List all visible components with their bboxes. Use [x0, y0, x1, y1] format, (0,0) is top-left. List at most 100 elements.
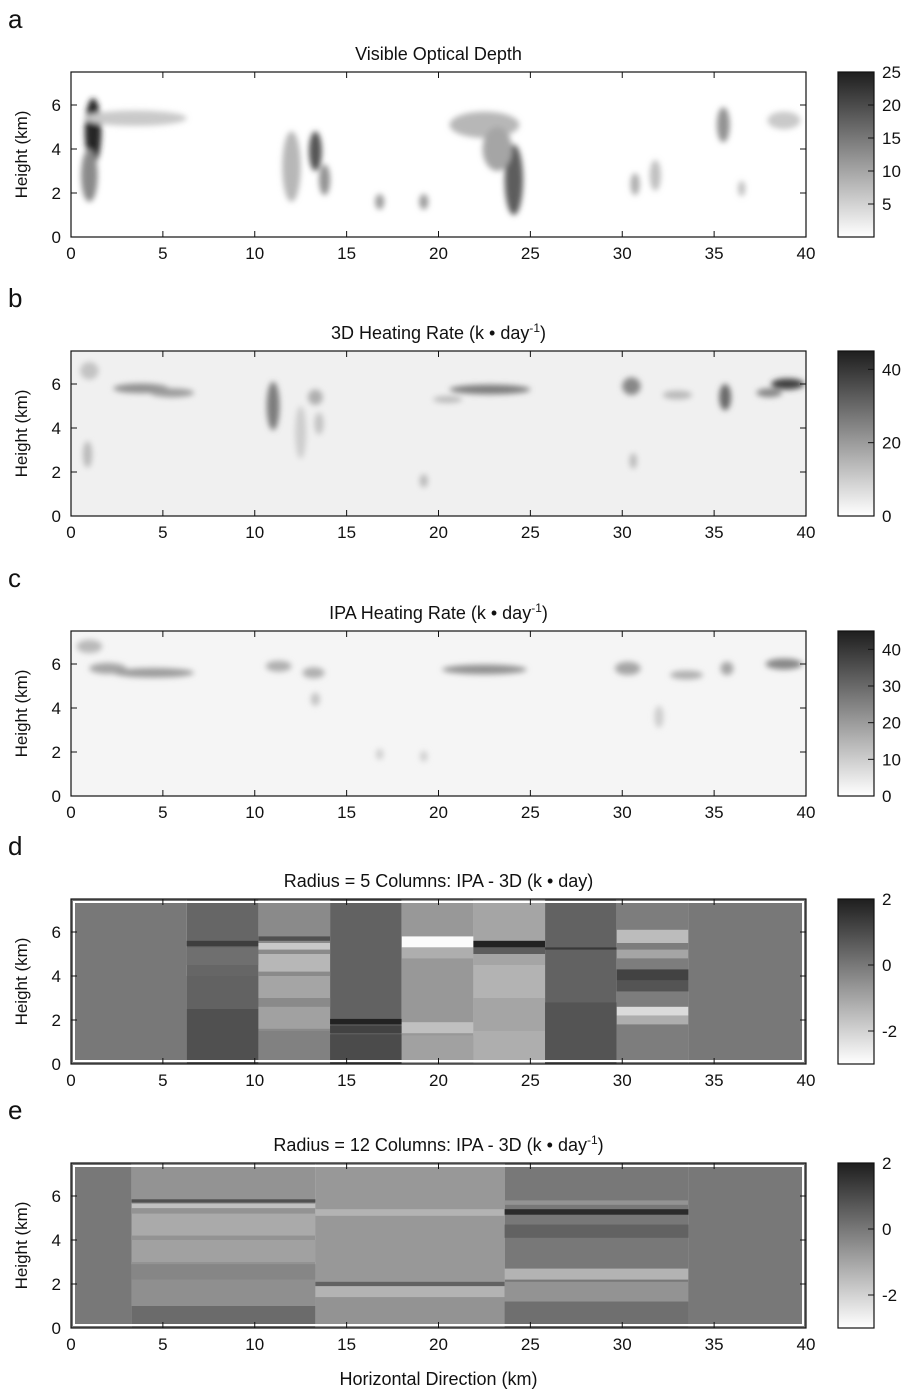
y-axis-label: Height (km) [12, 670, 31, 758]
x-tick-label: 5 [158, 1071, 167, 1090]
heatmap-cell-0 [131, 1199, 316, 1203]
plot-area [71, 1163, 806, 1328]
heatmap-cell-0 [401, 936, 474, 948]
heatmap-cell-0 [616, 929, 689, 943]
heatmap-cell-4 [131, 1264, 316, 1280]
heatmap-cell [71, 1163, 132, 1328]
colorbar [837, 71, 875, 238]
heatmap-cell-1 [131, 1203, 316, 1209]
y-tick-label: 6 [52, 1187, 61, 1206]
heatmap-cell-4 [266, 381, 280, 431]
y-tick-label: 0 [52, 1055, 61, 1074]
heatmap-cell-11 [630, 173, 640, 196]
x-tick-label: 15 [337, 523, 356, 542]
heatmap-column-3 [504, 1163, 689, 1328]
x-tick-label: 10 [245, 244, 264, 263]
heatmap-cell-1 [330, 1025, 402, 1034]
heatmap-cell-4 [302, 667, 325, 679]
heatmap-cell-8 [442, 664, 527, 675]
cloud-field [81, 98, 801, 215]
heatmap-cell-6 [308, 389, 323, 405]
plot-area [71, 899, 806, 1064]
y-tick-label: 4 [52, 1231, 61, 1250]
heatmap-cell-1 [616, 949, 689, 959]
x-axis-label: Horizontal Direction (km) [339, 1369, 537, 1389]
y-axis-label: Height (km) [12, 111, 31, 199]
panel-title: IPA Heating Rate (k • day-1) [329, 601, 548, 623]
heatmap-cell-3 [258, 976, 331, 998]
x-tick-label: 15 [337, 244, 356, 263]
heatmap-cell-15 [738, 180, 746, 197]
heatmap-cell-0 [186, 940, 259, 947]
heatmap-cell-1 [82, 441, 93, 468]
y-tick-label: 6 [52, 375, 61, 394]
heatmap-cell-2 [131, 1213, 316, 1236]
heatmap-cell [688, 1163, 806, 1328]
x-tick-label: 25 [521, 244, 540, 263]
heatmap-cell-14 [719, 384, 732, 411]
heatmap-column-0 [71, 1163, 132, 1328]
heatmap-cell-4 [504, 1281, 689, 1302]
heatmap-cell-12 [720, 661, 734, 676]
x-tick-label: 35 [705, 523, 724, 542]
heatmap-cell-13 [716, 107, 730, 143]
heatmap-column-1 [186, 899, 259, 1064]
heatmap-cell-7 [314, 412, 324, 435]
x-tick-label: 40 [797, 523, 816, 542]
heatmap-cell-7 [420, 750, 428, 762]
x-tick-label: 15 [337, 803, 356, 822]
heatmap-cell-3 [131, 1240, 316, 1262]
x-tick-label: 5 [158, 803, 167, 822]
x-tick-label: 10 [245, 1335, 264, 1354]
heatmap-cell [71, 899, 187, 1064]
x-tick-label: 25 [521, 1335, 540, 1354]
heatmap-cell [688, 899, 806, 1064]
heatmap-cell-1 [401, 947, 474, 959]
panel-title-main: Visible Optical Depth [355, 44, 522, 64]
colorbar-tick-label: 10 [882, 162, 901, 181]
colorbar-tick-label: 5 [882, 195, 891, 214]
y-tick-label: 4 [52, 699, 61, 718]
colorbar-tick-label: 15 [882, 129, 901, 148]
x-tick-label: 5 [158, 244, 167, 263]
y-tick-label: 6 [52, 923, 61, 942]
y-tick-label: 2 [52, 1275, 61, 1294]
panel-letter: a [8, 4, 23, 34]
plot-area [71, 351, 806, 516]
plot-area [71, 72, 806, 237]
heatmap-cell-0 [330, 1018, 402, 1025]
heatmap-cell-10 [432, 396, 463, 403]
background-cell [71, 351, 806, 516]
heatmap-column-8 [688, 899, 806, 1064]
x-tick-label: 30 [613, 523, 632, 542]
heatmap-cell-3 [504, 1268, 689, 1280]
heatmap-cell-8 [419, 474, 428, 488]
background-cell [71, 72, 806, 237]
heatmap-cell-5 [310, 692, 320, 706]
x-tick-label: 40 [797, 803, 816, 822]
heatmap-cell-12 [649, 160, 661, 191]
colorbar-tick-label: 0 [882, 787, 891, 806]
panel-letter: b [8, 283, 22, 313]
heatmap-cell-1 [504, 1209, 689, 1215]
heatmap-cell-5 [504, 1301, 689, 1328]
y-axis-label: Height (km) [12, 1202, 31, 1290]
panel-title-main: Radius = 12 Columns: IPA - 3D (k • day [273, 1135, 587, 1155]
heatmap-cell-2 [504, 1224, 689, 1238]
colorbar-tick-label: 2 [882, 1154, 891, 1173]
heatmap-cell-5 [131, 1279, 316, 1306]
y-axis-label: Height (km) [12, 390, 31, 478]
heatmap-cell-3 [315, 1297, 505, 1328]
heatmap-cell-0 [258, 936, 331, 941]
x-tick-label: 20 [429, 1071, 448, 1090]
x-tick-label: 15 [337, 1335, 356, 1354]
heatmap-cell-1 [473, 947, 546, 954]
heatmap-cell-5 [258, 1031, 331, 1064]
heatmap-cell-0 [504, 1200, 689, 1205]
x-tick-label: 35 [705, 1335, 724, 1354]
heatmap-cell-2 [113, 667, 195, 678]
panel-title-sup: -1 [529, 321, 540, 335]
x-tick-label: 25 [521, 523, 540, 542]
